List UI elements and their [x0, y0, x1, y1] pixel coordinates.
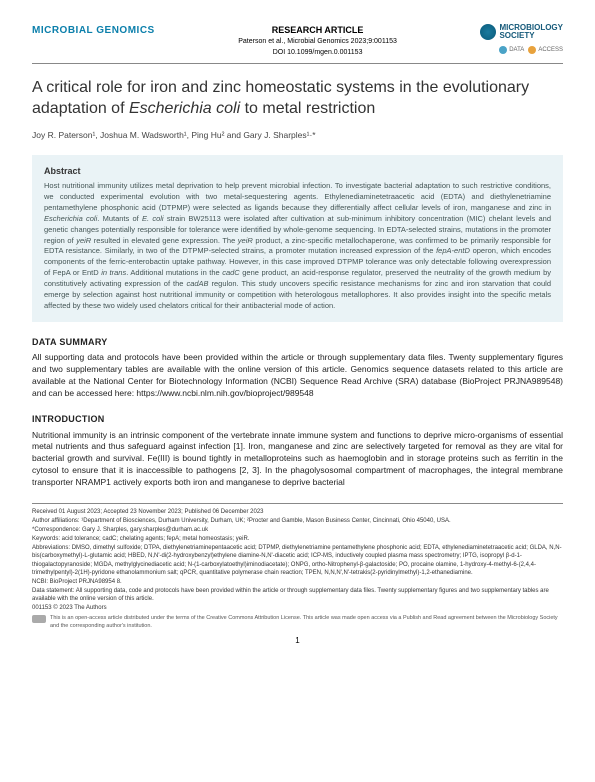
- data-summary-heading: DATA SUMMARY: [32, 336, 563, 348]
- abstract-box: Abstract Host nutritional immunity utili…: [32, 155, 563, 322]
- abbreviations-line: Abbreviations: DMSO, dimethyl sulfoxide;…: [32, 544, 563, 576]
- introduction-text: Nutritional immunity is an intrinsic com…: [32, 430, 563, 489]
- keywords-line: Keywords: acid tolerance; cadC; chelatin…: [32, 535, 563, 543]
- publisher-logo: MICROBIOLOGY SOCIETY DATA ACCESS: [480, 24, 563, 54]
- cc-text: This is an open-access article distribut…: [50, 615, 563, 630]
- badge-access-label: ACCESS: [538, 46, 563, 54]
- citation: Paterson et al., Microbial Genomics 2023…: [155, 37, 481, 46]
- badge-access: ACCESS: [528, 46, 563, 54]
- bioproject-line: NCBI: BioProject PRJNA98954 8.: [32, 578, 563, 586]
- logo-icon: [480, 24, 496, 40]
- badge-data: DATA: [499, 46, 524, 54]
- article-type: RESEARCH ARTICLE: [155, 24, 481, 36]
- abstract-heading: Abstract: [44, 165, 551, 177]
- cc-icon: [32, 615, 46, 623]
- doi: DOI 10.1099/mgen.0.001153: [155, 48, 481, 57]
- code-line: 001153 © 2023 The Authors: [32, 604, 563, 612]
- data-icon: [499, 46, 507, 54]
- correspondence-line: *Correspondence: Gary J. Sharples, gary.…: [32, 526, 563, 534]
- affiliations-line: Author affiliations: ¹Department of Bios…: [32, 517, 563, 525]
- badge-data-label: DATA: [509, 46, 524, 54]
- access-icon: [528, 46, 536, 54]
- header-divider: [32, 63, 563, 64]
- header-center: RESEARCH ARTICLE Paterson et al., Microb…: [155, 24, 481, 57]
- cc-row: This is an open-access article distribut…: [32, 615, 563, 630]
- journal-name: MICROBIAL GENOMICS: [32, 24, 155, 38]
- abstract-text: Host nutritional immunity utilizes metal…: [44, 181, 551, 312]
- header: MICROBIAL GENOMICS RESEARCH ARTICLE Pate…: [32, 24, 563, 57]
- authors: Joy R. Paterson¹, Joshua M. Wadsworth¹, …: [32, 130, 563, 141]
- introduction-heading: INTRODUCTION: [32, 413, 563, 425]
- footer: Received 01 August 2023; Accepted 23 Nov…: [32, 508, 563, 630]
- data-summary-text: All supporting data and protocols have b…: [32, 352, 563, 400]
- received-line: Received 01 August 2023; Accepted 23 Nov…: [32, 508, 563, 516]
- page-number: 1: [32, 636, 563, 647]
- footer-divider: [32, 503, 563, 504]
- data-statement-line: Data statement: All supporting data, cod…: [32, 587, 563, 603]
- logo-text-2: SOCIETY: [499, 32, 563, 40]
- article-title: A critical role for iron and zinc homeos…: [32, 78, 563, 120]
